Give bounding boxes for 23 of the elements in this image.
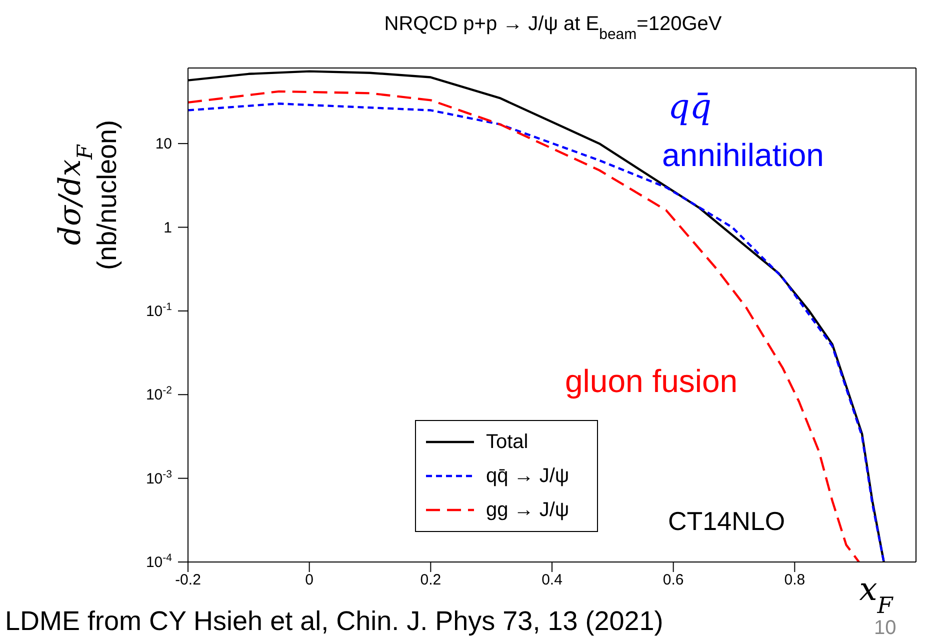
y-tick-label: 10 bbox=[155, 136, 172, 153]
annotation: gluon fusion bbox=[565, 363, 738, 399]
x-tick-label: 0.4 bbox=[542, 572, 562, 589]
legend-label: Total bbox=[486, 430, 528, 454]
y-tick-label: 1 bbox=[164, 219, 172, 236]
x-tick-label: 0.8 bbox=[784, 572, 806, 589]
x-tick-label: 0.6 bbox=[662, 572, 684, 589]
text: 10 bbox=[874, 617, 896, 639]
x-axis-title: x$_{F}$ bbox=[859, 570, 894, 619]
annotation: annihilation bbox=[662, 137, 824, 173]
text: LDME from CY Hsieh et al, Chin. J. Phys 73, 13 (2021) bbox=[5, 606, 664, 636]
x-tick-label: 0.2 bbox=[420, 572, 442, 589]
x-tick-label: 0 bbox=[305, 572, 314, 589]
y-tick-label: 10$^{-1}$ bbox=[146, 300, 172, 320]
annotation: CT14NLO bbox=[668, 506, 786, 536]
y-tick-label: 10$^{-2}$ bbox=[146, 384, 172, 404]
x-tick-label: -0.2 bbox=[175, 572, 201, 589]
y-tick-label: 10$^{-3}$ bbox=[146, 468, 172, 488]
legend-label: gg → J/ψ bbox=[486, 498, 570, 522]
annotation: qq̄ bbox=[668, 87, 712, 127]
legend-label: qq̄ → J/ψ bbox=[486, 464, 570, 488]
y-tick-label: 10$^{-4}$ bbox=[146, 552, 172, 571]
chart-title: NRQCD p+p → J/ψ at E$_{beam}$=120GeV bbox=[384, 13, 722, 42]
